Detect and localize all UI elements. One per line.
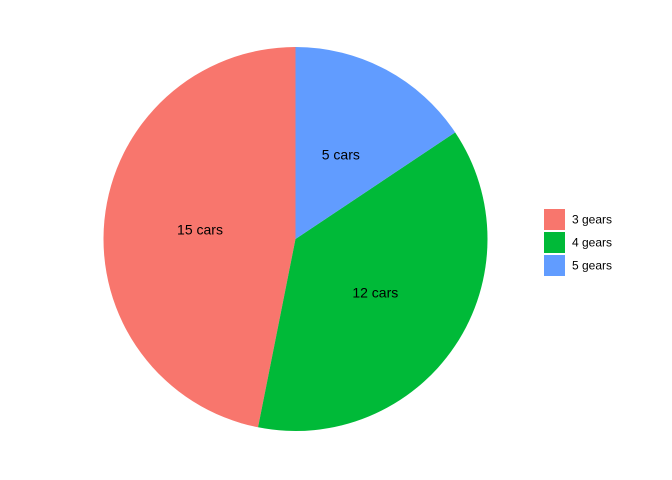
pie-slice-labels: 15 cars 12 cars 5 cars [177, 146, 398, 300]
legend-label-3-gears: 3 gears [572, 213, 612, 227]
slice-label-5-gears: 5 cars [322, 146, 360, 162]
legend-label-4-gears: 4 gears [572, 236, 612, 250]
legend-label-5-gears: 5 gears [572, 259, 612, 273]
pie-slice-3-gears [103, 47, 296, 428]
pie-slice-5-gears [295, 47, 456, 239]
pie-slice-4-gears [258, 132, 488, 432]
legend: 3 gears 4 gears 5 gears [544, 209, 612, 276]
legend-key-3-gears [544, 209, 565, 230]
slice-label-4-gears: 12 cars [352, 284, 398, 300]
legend-key-5-gears [544, 255, 565, 276]
slice-label-3-gears: 15 cars [177, 222, 223, 238]
pie-slices [103, 47, 488, 432]
legend-key-4-gears [544, 232, 565, 253]
